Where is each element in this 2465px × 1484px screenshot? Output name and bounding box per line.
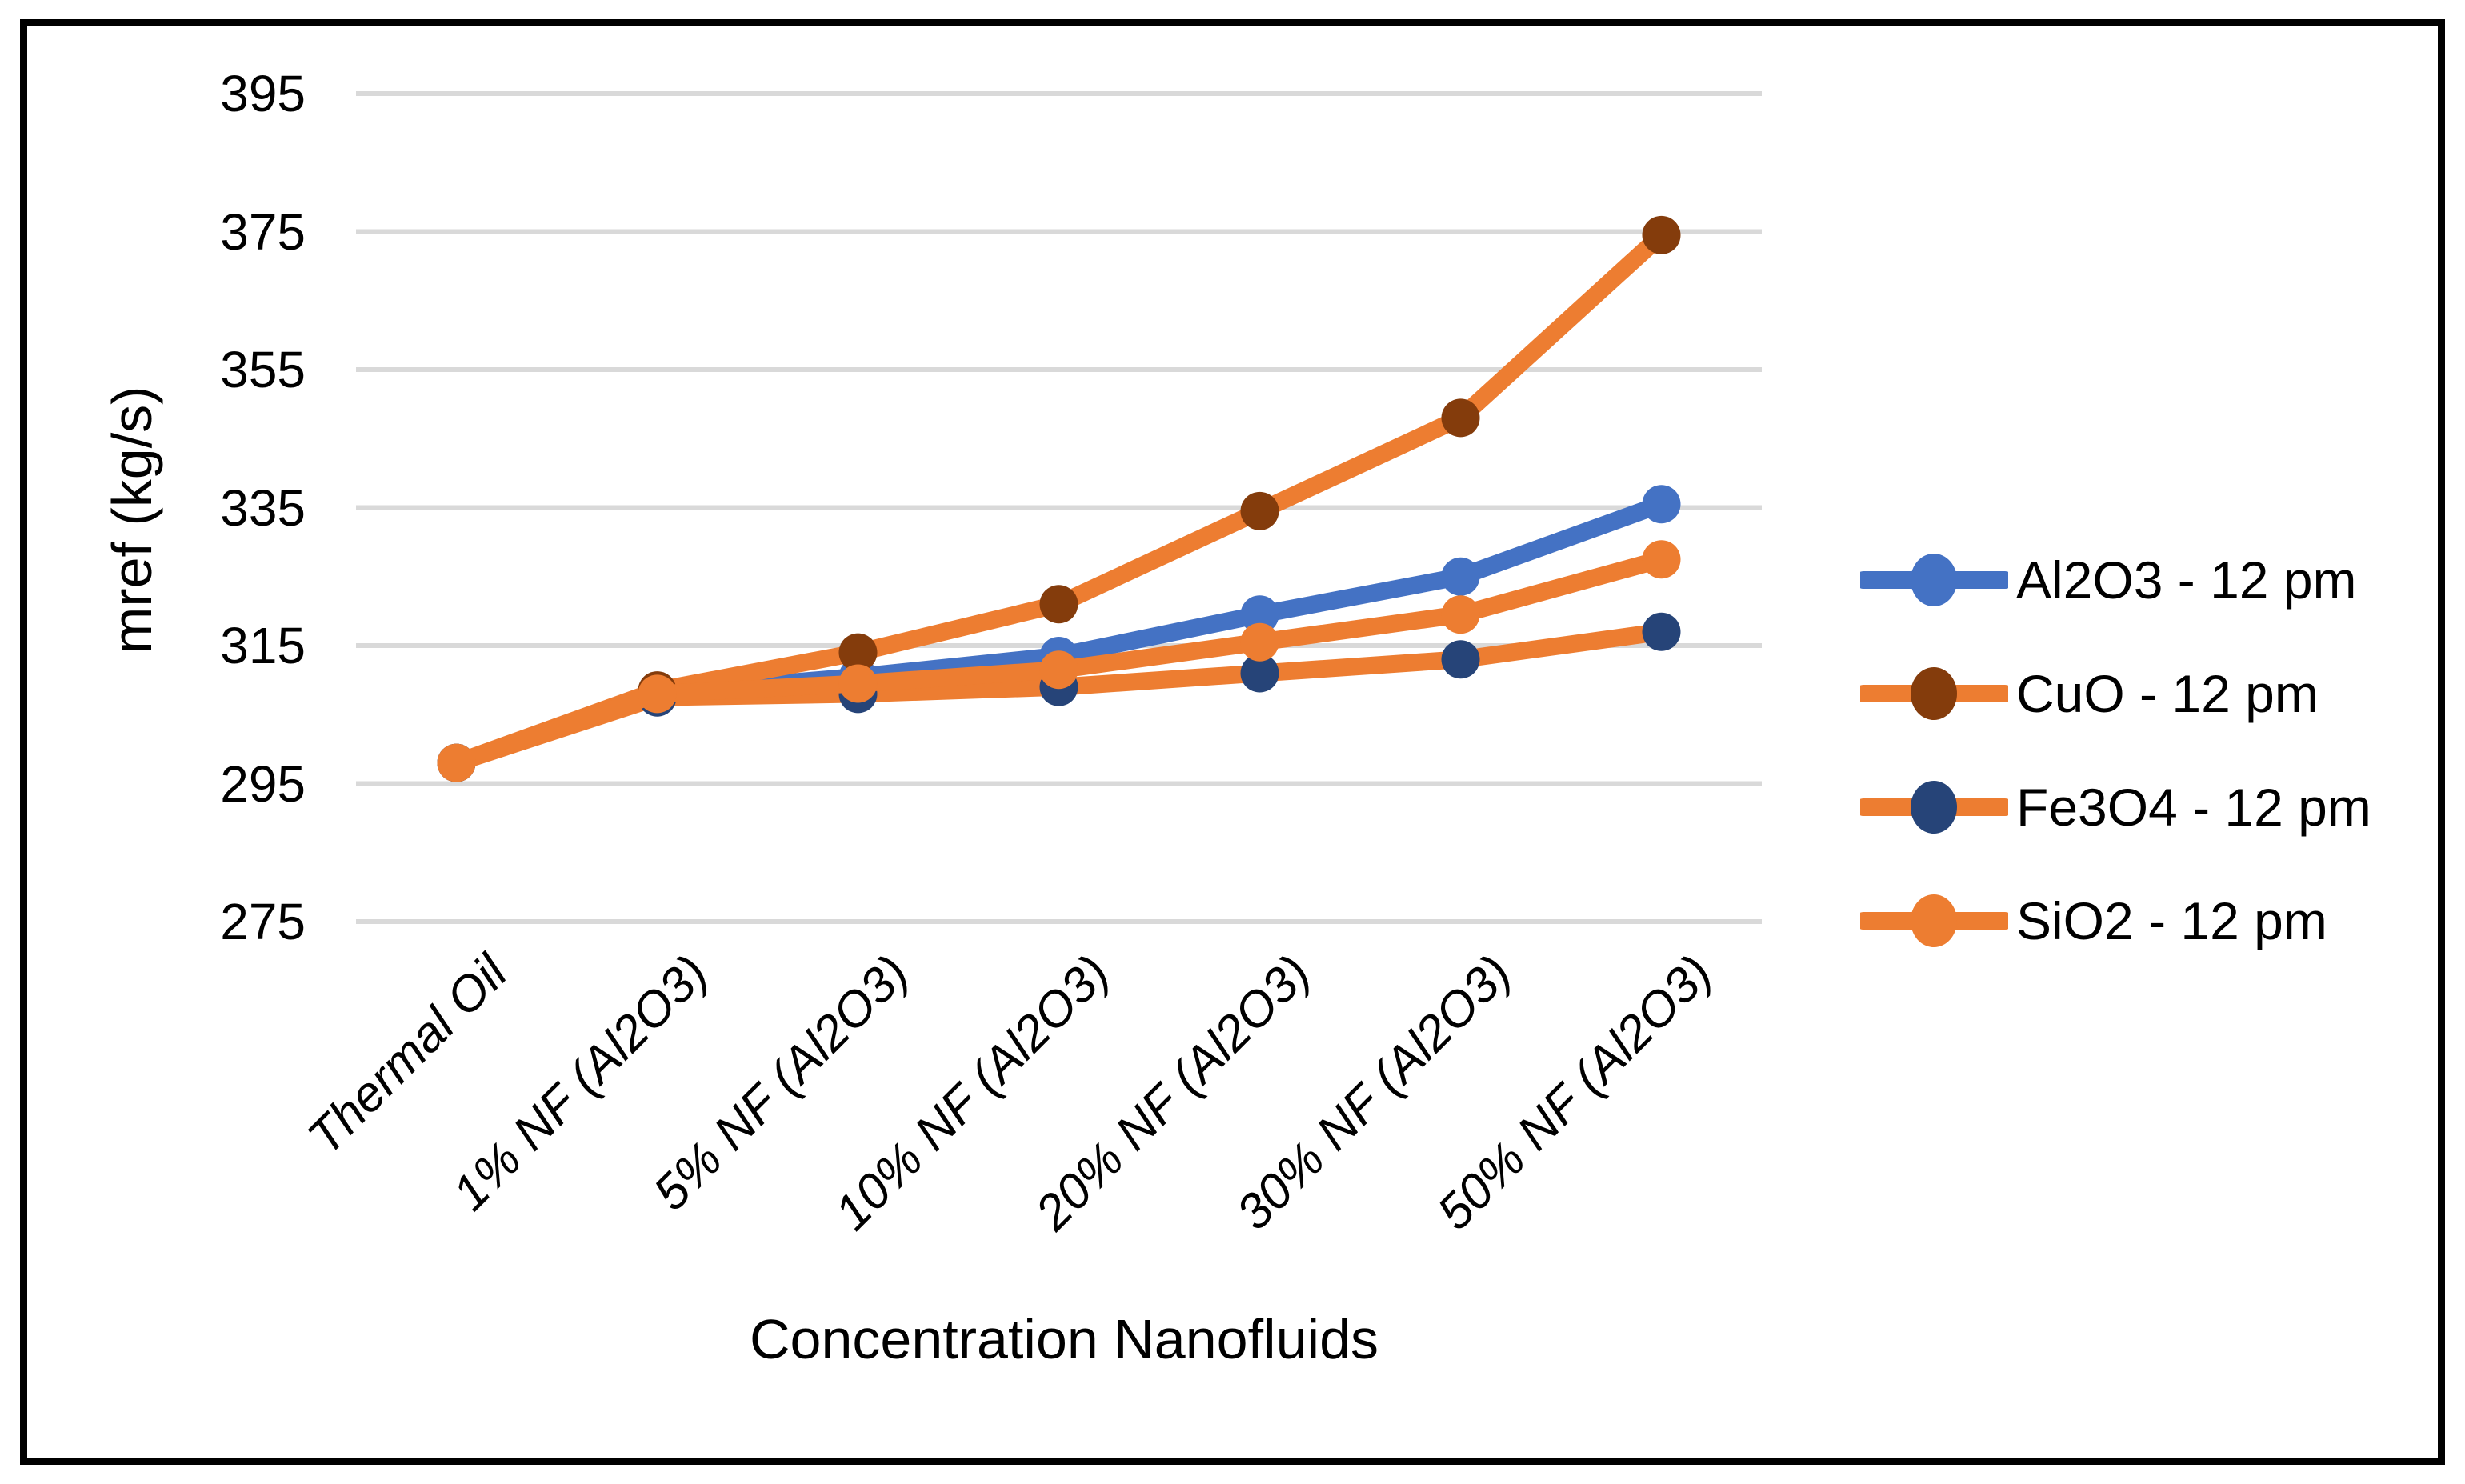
data-point-marker: [1441, 640, 1480, 679]
legend-item-3: SiO2 - 12 pm: [1860, 891, 2371, 950]
legend-item-0: Al2O3 - 12 pm: [1860, 550, 2371, 610]
y-tick-label-295: 295: [220, 754, 306, 813]
legend-point-sample: [1911, 894, 1957, 947]
data-point-marker: [1441, 595, 1480, 634]
y-tick-label-355: 355: [220, 341, 306, 398]
y-tick-label-275: 275: [220, 893, 306, 950]
data-point-marker: [638, 674, 677, 714]
y-tick-label-395: 395: [220, 65, 306, 122]
legend: Al2O3 - 12 pm CuO - 12 pm Fe3O4 - 12 pm SiO…: [1860, 550, 2371, 950]
y-tick-label-335: 335: [220, 478, 306, 537]
chart-border-frame: [20, 19, 2445, 1465]
data-point-marker: [1039, 650, 1078, 690]
data-point-marker: [1240, 622, 1279, 662]
data-point-marker: [1642, 540, 1681, 579]
legend-marker-icon: [1860, 781, 2008, 834]
series-line-0: [447, 495, 1671, 772]
data-point-marker: [1240, 491, 1279, 530]
data-point-marker: [838, 633, 878, 672]
data-point-marker: [1642, 612, 1681, 651]
legend-item-1: CuO - 12 pm: [1860, 664, 2371, 723]
legend-marker-icon: [1860, 667, 2008, 720]
data-point-marker: [1441, 557, 1480, 596]
legend-label: Al2O3 - 12 pm: [2016, 550, 2357, 610]
legend-marker-icon: [1860, 894, 2008, 947]
legend-label: SiO2 - 12 pm: [2016, 891, 2327, 950]
legend-marker-icon: [1860, 554, 2008, 606]
data-point-marker: [1642, 485, 1681, 524]
data-point-marker: [1240, 654, 1279, 693]
legend-point-sample: [1911, 781, 1957, 834]
data-point-marker: [437, 743, 476, 782]
data-point-marker: [1240, 595, 1279, 634]
data-point-marker: [1441, 398, 1480, 438]
y-tick-label-315: 315: [220, 617, 306, 674]
legend-point-sample: [1911, 554, 1957, 606]
x-axis-title: Concentration Nanofluids: [749, 1308, 1379, 1370]
data-point-marker: [1642, 215, 1681, 254]
legend-point-sample: [1911, 667, 1957, 720]
legend-label: CuO - 12 pm: [2016, 664, 2319, 723]
legend-item-2: Fe3O4 - 12 pm: [1860, 778, 2371, 837]
data-point-marker: [1039, 585, 1078, 624]
y-tick-label-375: 375: [220, 202, 306, 261]
data-point-marker: [838, 664, 878, 703]
legend-label: Fe3O4 - 12 pm: [2016, 778, 2371, 837]
